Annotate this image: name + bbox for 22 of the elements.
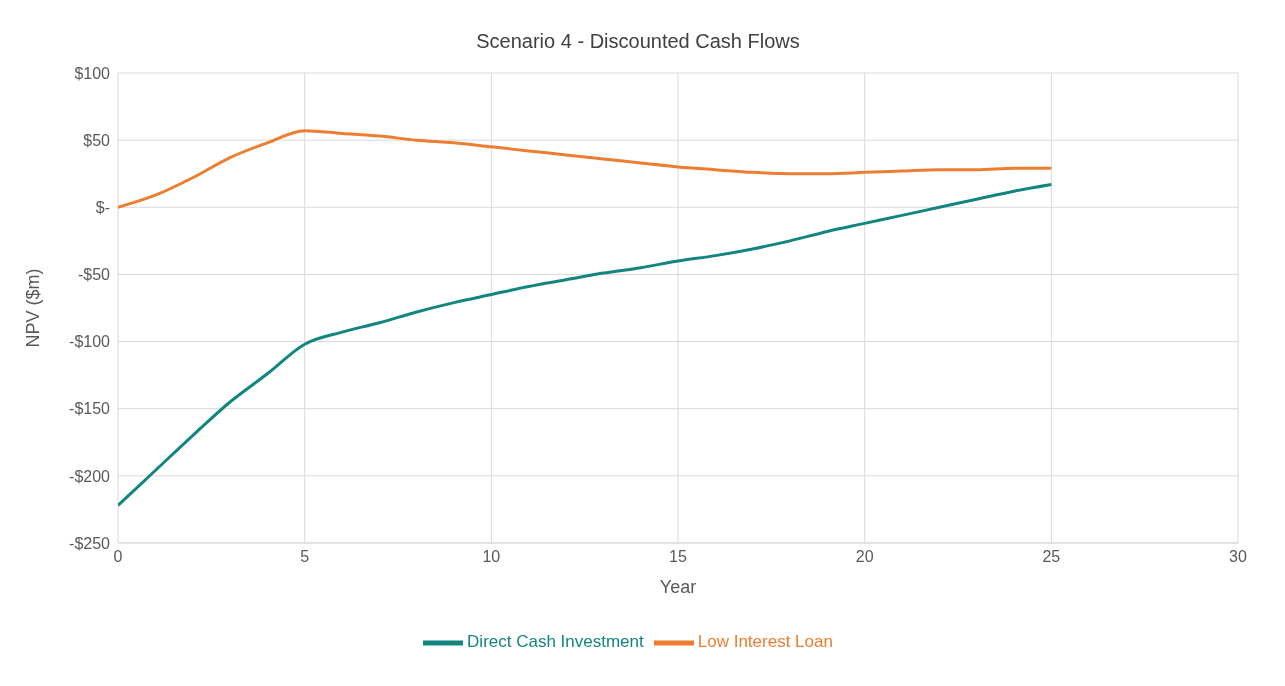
y-tick-label: -$150 — [69, 400, 111, 418]
y-tick-label: -$250 — [69, 534, 111, 552]
x-tick-label: 0 — [113, 548, 123, 566]
x-tick-label: 15 — [669, 548, 687, 566]
y-tick-label: $- — [95, 198, 110, 216]
line-series — [118, 129, 1053, 209]
legend-label: Low Interest Loan — [697, 632, 833, 652]
x-tick-label: 20 — [855, 548, 874, 566]
y-tick-label: -$200 — [69, 467, 111, 485]
line-series — [118, 182, 1053, 507]
x-tick-label: 25 — [1042, 548, 1061, 566]
legend-label: Direct Cash Investment — [467, 632, 644, 652]
x-tick-label: 10 — [482, 548, 501, 566]
x-tick-label: 5 — [300, 548, 310, 566]
y-tick-label: $50 — [83, 131, 111, 149]
x-axis-title: Year — [659, 577, 697, 597]
y-tick-label: -$100 — [69, 333, 111, 351]
y-axis-title: NPV ($m) — [23, 268, 44, 348]
y-tick-label: -$50 — [77, 266, 111, 284]
chart-title: Scenario 4 - Discounted Cash Flows — [475, 30, 801, 53]
x-tick-label: 30 — [1229, 548, 1247, 566]
y-tick-label: $100 — [74, 64, 111, 82]
